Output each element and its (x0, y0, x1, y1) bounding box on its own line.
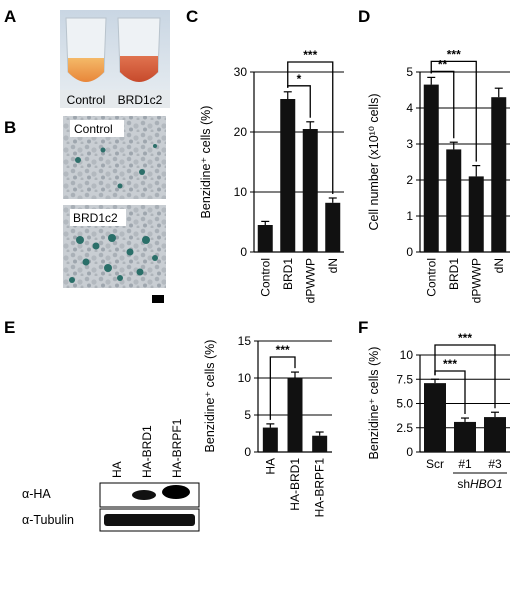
chart-f: 0 2.5 5.0 7.5 10 Benzidine⁺ cells (%) Scr #1 #3 *… (367, 331, 510, 491)
panel-letter-c: C (186, 7, 198, 26)
chart-f-ytick-label: 5.0 (396, 397, 413, 411)
chart-f-significance-label: *** (443, 357, 457, 371)
chart-c-ytick-label: 10 (234, 185, 248, 199)
chart-c-ytick-label: 0 (240, 245, 247, 259)
panel-letter-d: D (358, 7, 370, 26)
chart-c-category-label: BRD1 (281, 258, 295, 290)
chart-d-category-label: dPWWP (469, 258, 483, 303)
chart-d-bar (468, 176, 484, 252)
chart-e-ytick-label: 10 (238, 371, 252, 385)
chart-d-ytick-label: 5 (406, 65, 413, 79)
chart-f-category-label: Scr (426, 457, 444, 471)
chart-c-significance-bracket (287, 61, 334, 194)
chart-e-ytick-label: 0 (244, 445, 251, 459)
tube-label-control: Control (67, 93, 106, 107)
chart-d-significance-label: *** (447, 47, 461, 61)
chart-d-ytick-label: 1 (406, 209, 413, 223)
panel-e-blot: HA HA-BRD1 HA-BRPF1 α-HA α-Tubulin (22, 418, 200, 532)
micrograph-label-control: Control (74, 122, 113, 136)
panel-letter-e: E (4, 318, 15, 337)
blot-band-ha-brd1 (132, 490, 156, 500)
chart-e-significance-bracket (269, 356, 296, 420)
chart-f-category-label: #3 (488, 457, 502, 471)
chart-c-category-label: Control (258, 258, 272, 297)
chart-f-category-label: #1 (458, 457, 472, 471)
chart-e-significance-label: *** (276, 343, 290, 357)
chart-c: 0 10 20 30 Benzidine⁺ cells (%) Control BRD1 dP… (199, 48, 344, 303)
stained-cells-brd1c2 (69, 234, 158, 283)
chart-c-bar (257, 225, 273, 252)
tube-label-strip (60, 90, 170, 108)
chart-f-ytick-label: 7.5 (396, 372, 413, 386)
chart-d-category-label: dN (492, 258, 506, 273)
chart-d: 0 1 2 3 4 5 Cell number (x10¹⁰ cells) Control BR… (367, 47, 510, 303)
blot-band-tubulin (104, 514, 195, 526)
chart-c-ytick-label: 20 (234, 125, 248, 139)
blot-lane-label-ha: HA (110, 461, 124, 478)
chart-c-ytick-label: 30 (234, 65, 248, 79)
chart-e-ylabel: Benzidine⁺ cells (%) (203, 340, 217, 453)
chart-d-category-label: BRD1 (447, 258, 461, 290)
chart-e-category-label: HA-BRPF1 (313, 458, 327, 518)
chart-c-category-label: dN (326, 258, 340, 273)
chart-f-group-label: shHBO1 (457, 477, 502, 491)
chart-d-ytick-label: 0 (406, 245, 413, 259)
chart-f-significance-label: *** (458, 331, 472, 345)
chart-d-bar (446, 149, 462, 252)
blot-row-label-ha: α-HA (22, 487, 51, 501)
tube-label-brd1c2: BRD1c2 (118, 93, 163, 107)
scale-bar (152, 295, 164, 303)
chart-d-bar (491, 97, 507, 252)
chart-e-bar (312, 435, 328, 452)
chart-c-category-label: dPWWP (303, 258, 317, 303)
panel-letter-b: B (4, 118, 16, 137)
chart-c-significance-label: *** (303, 48, 317, 62)
chart-e-bar (262, 427, 278, 452)
blot-band-ha-brpf1 (162, 485, 190, 499)
micrograph-label-box-brd1c2 (70, 209, 126, 226)
chart-d-bar (423, 84, 439, 252)
panel-letter-a: A (4, 7, 16, 26)
panel-b-micrographs: Control BRD1c2 (63, 116, 166, 303)
chart-e-ytick-label: 5 (244, 408, 251, 422)
stained-cells-control (75, 144, 157, 189)
chart-e-ytick-label: 15 (238, 334, 252, 348)
chart-f-significance-bracket (434, 344, 496, 409)
micrograph-label-brd1c2: BRD1c2 (73, 211, 118, 225)
chart-e: 0 5 10 15 Benzidine⁺ cells (%) HA HA-BRD1 HA-BR… (203, 334, 332, 517)
chart-d-ytick-label: 3 (406, 137, 413, 151)
panel-a-photo: Control BRD1c2 (60, 10, 170, 108)
control-tube-liquid (68, 58, 104, 82)
chart-e-bar (287, 378, 303, 452)
chart-d-ytick-label: 2 (406, 173, 413, 187)
chart-c-ylabel: Benzidine⁺ cells (%) (199, 106, 213, 219)
chart-d-category-label: Control (424, 258, 438, 297)
blot-lane-label-ha-brpf1: HA-BRPF1 (170, 418, 184, 478)
chart-f-ytick-label: 10 (400, 348, 414, 362)
chart-d-ytick-label: 4 (406, 101, 413, 115)
micrograph-label-box-control (70, 120, 124, 137)
chart-c-bar (325, 202, 341, 252)
chart-f-ytick-label: 0 (406, 445, 413, 459)
chart-e-category-label: HA-BRD1 (288, 458, 302, 511)
panel-letter-f: F (358, 318, 368, 337)
chart-f-ytick-label: 2.5 (396, 421, 413, 435)
chart-c-significance-label: * (297, 72, 302, 86)
chart-d-ylabel: Cell number (x10¹⁰ cells) (367, 94, 381, 231)
blot-row-label-tubulin: α-Tubulin (22, 513, 74, 527)
chart-d-significance-label: ** (438, 57, 448, 71)
chart-c-bar (302, 129, 318, 252)
chart-f-bar (424, 383, 446, 452)
chart-f-ylabel: Benzidine⁺ cells (%) (367, 347, 381, 460)
brd1c2-tube-liquid (120, 56, 158, 82)
chart-f-bar (484, 417, 506, 452)
chart-f-bar (454, 421, 476, 452)
chart-d-significance-bracket (430, 60, 477, 162)
blot-lane-label-ha-brd1: HA-BRD1 (140, 425, 154, 478)
chart-e-category-label: HA (263, 458, 277, 475)
chart-c-bar (280, 99, 296, 252)
